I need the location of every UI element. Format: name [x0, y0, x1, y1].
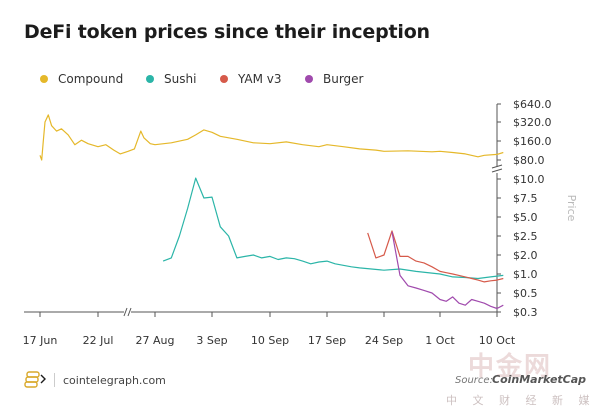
watermark-text: 中金网	[468, 352, 553, 382]
legend-label-burger: Burger	[323, 72, 364, 86]
axes: $640.0 $320.0 $160.0 $80.0 $10.0 $7.5 $5.0 $2.5…	[23, 98, 578, 347]
x-tick-label: 17 Jun	[23, 334, 58, 347]
x-tick-label: 10 Sep	[251, 334, 289, 347]
legend-label-yam-v3: YAM v3	[237, 72, 282, 86]
x-tick-label: 1 Oct	[425, 334, 455, 347]
series-line-yam-v3	[367, 230, 504, 283]
cointelegraph-logo-icon	[24, 371, 46, 388]
legend-marker-yam-v3	[220, 75, 228, 83]
y-axis-label: Price	[565, 195, 578, 222]
footer-brand-text[interactable]: cointelegraph.com	[63, 373, 166, 387]
chart-title: DeFi token prices since their inception	[24, 21, 430, 43]
footer-brand: cointelegraph.com	[24, 371, 166, 389]
y-tick-label: $1.0	[513, 268, 538, 281]
y-tick-label: $2.5	[513, 230, 538, 243]
footer-source-label: Source:	[455, 375, 493, 386]
footer-source-name: CoinMarketCap	[492, 373, 587, 386]
y-tick-label: $320.0	[513, 116, 552, 129]
y-tick-label: $160.0	[513, 135, 552, 148]
y-tick-label: $0.3	[513, 306, 538, 319]
x-tick-label: 27 Aug	[136, 334, 175, 347]
y-tick-label: $0.5	[513, 287, 538, 300]
legend-label-compound: Compound	[58, 72, 123, 86]
y-tick-label: $5.0	[513, 211, 538, 224]
watermark-subtitle: 中 文 财 经 新 媒 体	[446, 394, 600, 407]
series-line-sushi	[162, 177, 504, 280]
legend: Compound Sushi YAM v3 Burger	[40, 72, 364, 86]
x-tick-label: 24 Sep	[365, 334, 403, 347]
x-tick-label: 3 Sep	[196, 334, 227, 347]
y-axis-break	[491, 164, 503, 173]
y-tick-label: $2.0	[513, 249, 538, 262]
legend-marker-burger	[305, 75, 313, 83]
series-line-burger	[391, 231, 504, 310]
series-line-compound	[39, 114, 504, 161]
footer-divider	[54, 373, 55, 387]
legend-label-sushi: Sushi	[164, 72, 196, 86]
x-tick-label: 17 Sep	[308, 334, 346, 347]
x-tick-label: 10 Oct	[479, 334, 516, 347]
series-lines	[39, 114, 504, 310]
y-tick-label: $80.0	[513, 154, 545, 167]
x-tick-label: 22 Jul	[83, 334, 114, 347]
legend-marker-sushi	[146, 75, 154, 83]
y-tick-label: $7.5	[513, 192, 538, 205]
y-tick-label: $640.0	[513, 98, 552, 111]
legend-marker-compound	[40, 75, 48, 83]
x-axis-break	[123, 307, 132, 317]
y-tick-label: $10.0	[513, 173, 545, 186]
